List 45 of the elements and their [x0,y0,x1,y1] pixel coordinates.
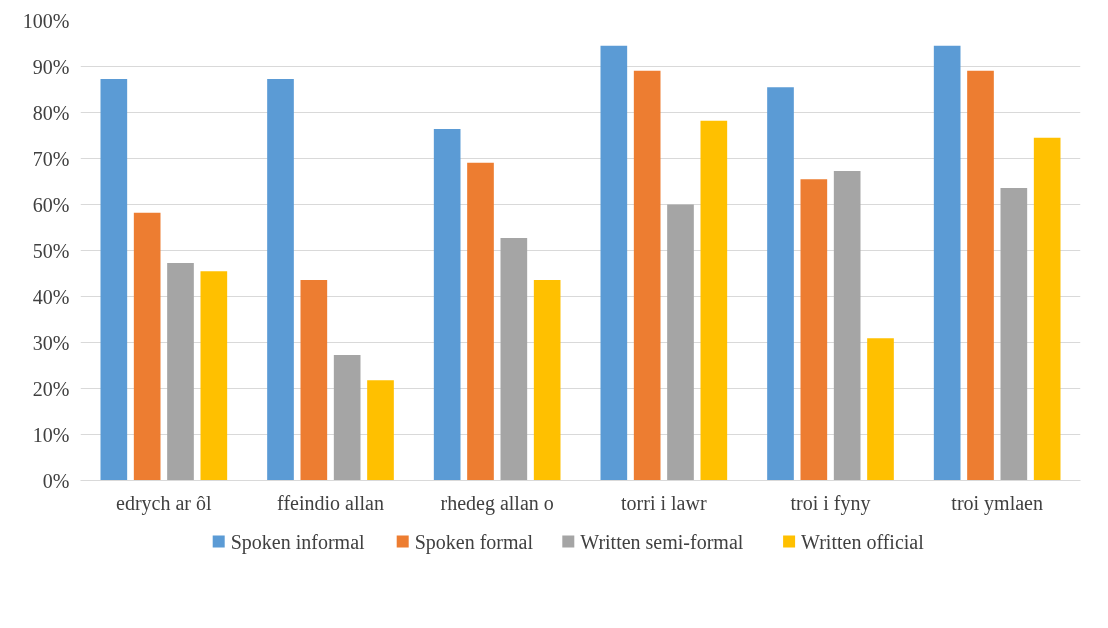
legend-label: Spoken informal [230,530,366,554]
y-tick-label: 20% [32,377,70,400]
x-tick-label: troi ymlaen [951,491,1043,515]
x-tick-label: rhedeg allan o [440,491,554,515]
bar [1033,137,1061,481]
bar [367,380,394,481]
bar [600,45,628,481]
bar [433,129,461,481]
bar [767,87,794,481]
legend-label: Written semi-formal [580,530,744,553]
y-tick-label: 0% [42,469,70,492]
bar [1000,187,1028,481]
bar [933,45,961,481]
bar [100,78,128,481]
y-tick-label: 30% [32,331,70,354]
x-tick-label: edrych ar ôl [116,491,213,515]
bar [867,338,894,481]
x-tick-label: ffeindio allan [277,491,384,514]
legend-label: Written official [801,530,925,553]
y-tick-label: 80% [32,101,70,124]
bar [467,162,494,481]
x-tick-label: troi i fyny [790,491,871,515]
y-tick-label: 90% [32,55,70,78]
y-tick-label: 10% [32,423,70,446]
bar [200,271,228,481]
bar [300,279,328,481]
bar [633,70,661,481]
bar [500,238,528,481]
y-tick-label: 40% [32,285,70,308]
legend-label: Spoken formal [414,530,534,554]
bar [167,262,194,481]
y-tick-label: 70% [32,147,70,170]
bar [333,354,361,481]
bar [133,212,161,481]
bar [533,279,561,481]
bar [800,179,828,481]
y-tick-label: 100% [22,9,70,32]
bar [267,78,294,481]
x-tick-label: torri i lawr [621,491,707,514]
bar [700,120,728,481]
y-tick-label: 50% [32,239,70,262]
bar [667,204,694,481]
bar [967,70,994,481]
y-tick-label: 60% [32,193,70,216]
bar [833,170,861,481]
